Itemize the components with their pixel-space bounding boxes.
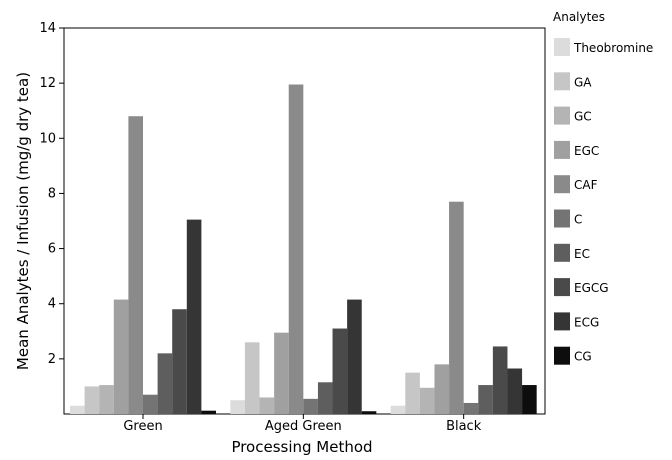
legend-label-gc: GC <box>574 110 592 124</box>
legend-label-caf: CAF <box>574 178 598 192</box>
legend-swatch-gc <box>554 106 570 125</box>
legend-swatch-ec <box>554 243 570 262</box>
bar-green-caf <box>128 116 143 414</box>
bar-green-cg <box>201 410 216 414</box>
legend-label-ga: GA <box>574 75 592 89</box>
bar-black-ga <box>405 372 420 414</box>
legend-swatch-cg <box>554 346 570 365</box>
bar-aged-green-egc <box>274 332 289 414</box>
y-tick-label: 12 <box>39 76 56 91</box>
x-tick-label: Aged Green <box>265 419 342 434</box>
bar-black-c <box>463 402 479 414</box>
bars-group <box>70 84 537 415</box>
legend-swatch-ecg <box>554 312 570 331</box>
legend-swatch-caf <box>554 175 570 194</box>
legend-swatch-egc <box>554 140 570 159</box>
bar-aged-green-egcg <box>332 328 348 414</box>
bar-aged-green-c <box>303 398 318 414</box>
legend-label-cg: CG <box>574 350 592 364</box>
legend-swatch-c <box>554 209 570 228</box>
bar-aged-green-cg <box>361 411 377 414</box>
bar-green-ga <box>84 386 100 414</box>
legend-swatch-ga <box>554 72 570 91</box>
y-tick-label: 4 <box>48 297 56 312</box>
y-axis-title: Mean Analytes / Infusion (mg/g dry tea) <box>14 72 32 370</box>
bar-black-theobromine <box>390 405 406 414</box>
x-tick-label: Green <box>123 419 162 434</box>
bar-black-gc <box>419 387 435 414</box>
bar-aged-green-ecg <box>347 299 362 414</box>
bar-green-gc <box>99 385 114 414</box>
y-tick-label: 8 <box>48 186 56 201</box>
legend-label-ec: EC <box>574 247 590 261</box>
bar-black-egc <box>434 364 450 414</box>
bar-aged-green-ec <box>317 382 333 414</box>
legend-label-theobromine: Theobromine <box>573 41 653 55</box>
legend-swatch-egcg <box>554 278 570 297</box>
bar-black-ecg <box>507 368 523 414</box>
bar-aged-green-caf <box>288 84 304 415</box>
bar-green-theobromine <box>70 405 85 414</box>
bar-black-ec <box>478 385 493 414</box>
y-tick-label: 2 <box>48 352 56 367</box>
legend: Theobromine GA GC EGC CAF C EC EGCG ECG CG <box>554 38 653 365</box>
bar-black-cg <box>522 385 537 414</box>
bar-green-ecg <box>186 219 202 414</box>
legend-label-egcg: EGCG <box>574 281 609 295</box>
bar-green-c <box>143 394 158 414</box>
legend-label-ecg: ECG <box>574 315 599 329</box>
y-tick-label: 6 <box>48 242 56 257</box>
y-tick-label: 14 <box>39 21 56 36</box>
bar-green-egc <box>113 299 129 414</box>
bar-black-egcg <box>492 346 508 414</box>
x-tick-label: Black <box>446 419 482 434</box>
bar-aged-green-gc <box>259 397 275 414</box>
bar-aged-green-theobromine <box>230 400 245 414</box>
legend-label-c: C <box>574 213 582 227</box>
legend-title: Analytes <box>553 10 605 24</box>
legend-swatch-theobromine <box>554 38 570 56</box>
x-axis: Green Aged Green Black <box>123 414 482 434</box>
y-axis: 2 4 6 8 10 12 14 <box>39 21 64 367</box>
bar-black-caf <box>449 201 464 414</box>
y-tick-label: 10 <box>39 131 56 146</box>
bar-green-egcg <box>172 309 187 414</box>
x-axis-title: Processing Method <box>231 438 372 456</box>
legend-label-egc: EGC <box>574 144 599 158</box>
bar-green-ec <box>157 353 173 414</box>
bar-aged-green-ga <box>244 342 260 414</box>
plot-area <box>63 27 546 415</box>
